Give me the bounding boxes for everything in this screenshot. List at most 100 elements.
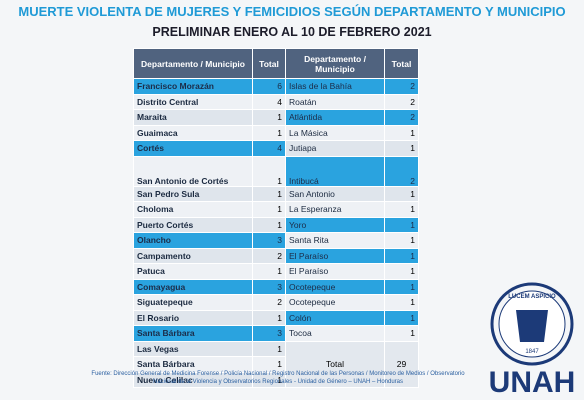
header-row: Departamento / Municipio Total Departame… xyxy=(133,48,419,79)
table-row: San Antonio de Cortés 1 Intibucá 2 xyxy=(133,155,419,187)
total-cell: 2 xyxy=(384,93,419,110)
title: MUERTE VIOLENTA DE MUJERES Y FEMICIDIOS … xyxy=(18,4,566,19)
total-cell: 1 xyxy=(252,109,286,126)
total-cell: 1 xyxy=(252,216,286,233)
name-cell: Francisco Morazán xyxy=(133,78,253,95)
name-cell: Jutiapa xyxy=(285,140,385,157)
table-row: Comayagua 3 Ocotepeque 1 xyxy=(133,278,419,295)
seal-emblem xyxy=(516,310,548,342)
name-cell: Santa Rita xyxy=(285,232,385,249)
header-cell: Departamento / Municipio xyxy=(133,48,253,79)
table-row: Cortés 4 Jutiapa 1 xyxy=(133,140,419,157)
name-cell: Puerto Cortés xyxy=(133,216,253,233)
total-cell: 1 xyxy=(384,185,419,202)
header-cell: Departamento / Municipio xyxy=(285,48,385,79)
total-cell: 2 xyxy=(384,78,419,95)
table-row: Santa Bárbara 3 Tocoa 1 xyxy=(133,325,419,342)
name-cell: Tocoa xyxy=(285,325,385,342)
total-cell: 1 xyxy=(252,371,286,388)
total-cell: 1 xyxy=(252,155,286,187)
table-row: San Pedro Sula 1 San Antonio 1 xyxy=(133,185,419,202)
table-row: Francisco Morazán 6 Islas de la Bahía 2 xyxy=(133,78,419,95)
name-cell: Guaimaca xyxy=(133,124,253,141)
name-cell: Nuevo Celilac xyxy=(133,371,253,388)
name-cell: El Paraíso xyxy=(285,247,385,264)
total-cell: 1 xyxy=(384,309,419,326)
name-cell: San Antonio de Cortés xyxy=(133,155,253,187)
table-row: El Rosario 1 Colón 1 xyxy=(133,309,419,326)
name-cell: San Pedro Sula xyxy=(133,185,253,202)
name-cell: Maraita xyxy=(133,109,253,126)
total-cell: 1 xyxy=(384,140,419,157)
name-cell: Las Vegas xyxy=(133,340,253,357)
name-cell: El Paraíso xyxy=(285,263,385,280)
table-row: Patuca 1 El Paraíso 1 xyxy=(133,263,419,280)
name-cell: Intibucá xyxy=(285,155,385,187)
total-cell: 4 xyxy=(252,140,286,157)
total-cell: 4 xyxy=(252,93,286,110)
total-cell: 1 xyxy=(384,247,419,264)
total-cell: 1 xyxy=(252,340,286,357)
total-cell: 1 xyxy=(384,232,419,249)
name-cell: Atlántida xyxy=(285,109,385,126)
seal-year: 1847 xyxy=(525,349,539,355)
table-row: Distrito Central 4 Roatán 2 xyxy=(133,93,419,110)
total-cell: 1 xyxy=(384,201,419,218)
total-cell: 1 xyxy=(384,216,419,233)
total-cell: 3 xyxy=(252,232,286,249)
table-row: Nuevo Celilac 1 xyxy=(133,371,419,388)
logo: LUCEM ASPICIO 1847 UNAH xyxy=(489,282,576,398)
name-cell: Choloma xyxy=(133,201,253,218)
total-cell: 2 xyxy=(252,294,286,311)
total-cell: 2 xyxy=(384,155,419,187)
total-cell: 6 xyxy=(252,78,286,95)
total-cell: 1 xyxy=(384,263,419,280)
name-cell: Yoro xyxy=(285,216,385,233)
name-cell: Colón xyxy=(285,309,385,326)
name-cell: La Esperanza xyxy=(285,201,385,218)
table-row: Choloma 1 La Esperanza 1 xyxy=(133,201,419,218)
header-cell: Total xyxy=(252,48,286,79)
name-cell: San Antonio xyxy=(285,185,385,202)
grand-total-value: 29 xyxy=(384,340,419,388)
name-cell: La Másica xyxy=(285,124,385,141)
seal-ring xyxy=(490,282,574,366)
table-row: Guaimaca 1 La Másica 1 xyxy=(133,124,419,141)
name-cell: Islas de la Bahía xyxy=(285,78,385,95)
name-cell: Campamento xyxy=(133,247,253,264)
name-cell: Ocotepeque xyxy=(285,278,385,295)
logo-name: UNAH xyxy=(489,366,576,398)
total-cell: 1 xyxy=(252,309,286,326)
table-row: Las Vegas 1 Total 29 xyxy=(133,340,419,388)
total-cell: 1 xyxy=(252,263,286,280)
total-cell: 1 xyxy=(384,124,419,141)
footer: Fuente: Dirección General de Medicina Fo… xyxy=(91,371,465,385)
name-cell: Distrito Central xyxy=(133,93,253,110)
total-cell: 1 xyxy=(384,325,419,342)
name-cell: Cortés xyxy=(133,140,253,157)
table-row: Maraita 1 Atlántida 2 xyxy=(133,109,419,126)
table-row: Olancho 3 Santa Rita 1 xyxy=(133,232,419,249)
grand-total-label: Total xyxy=(285,340,385,388)
table-row: Puerto Cortés 1 Yoro 1 xyxy=(133,216,419,233)
total-cell: 1 xyxy=(252,124,286,141)
total-cell: 1 xyxy=(252,201,286,218)
name-cell: El Rosario xyxy=(133,309,253,326)
total-cell: 2 xyxy=(384,109,419,126)
data-table: Departamento / Municipio Total Departame… xyxy=(133,48,419,388)
name-cell: Santa Bárbara xyxy=(133,325,253,342)
name-cell: Roatán xyxy=(285,93,385,110)
name-cell: Ocotepeque xyxy=(285,294,385,311)
total-cell: 3 xyxy=(252,278,286,295)
seal-motto: LUCEM ASPICIO xyxy=(508,294,556,300)
table-row: Siguatepeque 2 Ocotepeque 1 xyxy=(133,294,419,311)
total-cell: 1 xyxy=(384,278,419,295)
header-cell: Total xyxy=(384,48,419,79)
subtitle: PRELIMINAR ENERO AL 10 DE FEBRERO 2021 xyxy=(152,25,432,39)
name-cell: Patuca xyxy=(133,263,253,280)
table-row: Campamento 2 El Paraíso 1 xyxy=(133,247,419,264)
name-cell: Comayagua xyxy=(133,278,253,295)
total-cell: 1 xyxy=(252,185,286,202)
name-cell: Siguatepeque xyxy=(133,294,253,311)
